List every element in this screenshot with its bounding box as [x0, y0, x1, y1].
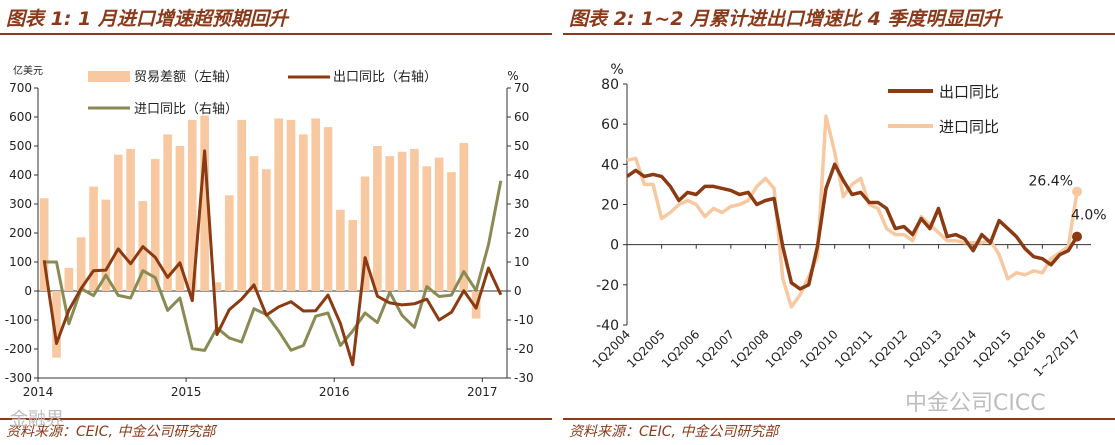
legend-label-trade-balance: 贸易差额（左轴） [134, 70, 238, 85]
trade-balance-bar [410, 148, 419, 291]
trade-balance-bar [311, 118, 321, 291]
trade-balance-bar [286, 119, 296, 292]
y-right-tick-label: 70 [514, 81, 529, 95]
y-right-tick-label: 20 [514, 226, 529, 240]
trade-balance-bar [336, 209, 345, 291]
trade-balance-bar [200, 115, 209, 291]
y-left-tick-label: -200 [5, 342, 32, 356]
annotation-import-latest: 26.4% [1029, 174, 1073, 190]
trade-balance-bar [52, 291, 61, 358]
chart-title: 图表 2: 1~2 月累计进出口增速比 4 季度明显回升 [569, 8, 1002, 30]
y-right-tick-label: -30 [514, 371, 534, 385]
trade-balance-bar [175, 146, 185, 291]
y-unit: % [610, 62, 623, 78]
y-left-tick-label: 300 [9, 197, 32, 211]
trade-balance-bar [39, 198, 49, 291]
legend-label-export: 出口同比（右轴） [333, 70, 437, 85]
y-tick-label: 80 [601, 77, 619, 93]
trade-balance-bar [249, 156, 259, 291]
export-yoy-line [42, 149, 503, 367]
y-left-tick-label: 400 [9, 168, 32, 182]
trade-balance-bar [89, 186, 98, 291]
watermark-left: 金融界 [10, 409, 64, 430]
trade-balance-bar [422, 166, 432, 291]
legend-swatch-trade-balance [88, 71, 130, 82]
watermark-right: 中金公司CICC [905, 391, 1046, 416]
trade-balance-bar [187, 119, 197, 292]
annotation-export-latest: 4.0% [1071, 208, 1107, 224]
y-left-tick-label: 200 [9, 226, 32, 240]
trade-balance-bar [348, 219, 358, 291]
legend-label-import: 进口同比（右轴） [134, 102, 238, 117]
y-tick-label: 60 [601, 117, 619, 133]
y-right-tick-label: 10 [514, 255, 529, 269]
trade-balance-bar [434, 157, 444, 291]
y-right-tick-label: 0 [514, 284, 522, 298]
y-right-tick-label: 60 [514, 110, 529, 124]
y-left-tick-label: 500 [9, 139, 32, 153]
trade-balance-bar [212, 282, 222, 291]
import-yoy-line [44, 180, 503, 352]
trade-balance-bar [323, 127, 333, 292]
trade-balance-bar [385, 156, 395, 291]
trade-balance-bar [237, 119, 246, 292]
x-tick-label: 2017 [467, 385, 498, 399]
trade-balance-bar [459, 143, 469, 291]
y-left-tick-label: 600 [9, 110, 32, 124]
y-left-tick-label: -100 [5, 313, 32, 327]
y-right-unit: % [507, 69, 518, 83]
y-tick-label: 0 [610, 238, 619, 254]
import-end-marker [1072, 186, 1082, 197]
source-note: 资料来源：CEIC, 中金公司研究部 [6, 424, 216, 440]
source-rule [563, 418, 1115, 420]
y-right-tick-label: 50 [514, 139, 529, 153]
x-tick-label: 2016 [319, 385, 350, 399]
trade-balance-bar [274, 118, 283, 291]
chart-title: 图表 1: 1 月进口增速超预期回升 [6, 8, 288, 30]
trade-balance-bar [262, 169, 271, 291]
x-tick-label: 2014 [23, 385, 54, 399]
y-right-tick-label: -10 [514, 313, 534, 327]
y-left-tick-label: -300 [5, 371, 32, 385]
export-end-marker [1072, 231, 1082, 242]
chart-panel-left: 图表 1: 1 月进口增速超预期回升 -300 -200 -100 0 100 200 30… [0, 0, 552, 445]
x-tick-label: 2015 [171, 385, 202, 399]
y-tick-label: -20 [596, 278, 619, 294]
legend-label-export: 出口同比 [939, 83, 999, 101]
trade-balance-bar [360, 176, 370, 291]
legend-label-import: 进口同比 [939, 118, 999, 136]
trade-balance-bar [101, 199, 111, 291]
import-yoy-line [626, 114, 1079, 309]
y-tick-label: 40 [601, 157, 619, 173]
chart-panel-right: 图表 2: 1~2 月累计进出口增速比 4 季度明显回升 -40 -20 0 20 40… [563, 0, 1115, 445]
y-left-tick-label: 100 [9, 255, 32, 269]
trade-balance-bar [224, 195, 234, 291]
trade-balance-bar [163, 134, 172, 291]
trade-balance-bar [397, 151, 407, 291]
source-note: 资料来源：CEIC, 中金公司研究部 [569, 424, 779, 440]
trade-balance-bar [150, 159, 160, 291]
trade-balance-bar [64, 267, 74, 291]
export-yoy-line [626, 162, 1079, 291]
trade-balance-bar [373, 146, 382, 291]
y-tick-label: -40 [596, 318, 619, 334]
source-rule [0, 418, 552, 420]
trade-balance-bar [113, 154, 123, 291]
trade-balance-bar [447, 172, 456, 291]
trade-balance-bar [299, 134, 308, 291]
chart-2-svg: -40-20020406080%1Q20041Q20051Q20061Q2007… [590, 62, 1107, 379]
y-left-tick-label: 700 [9, 81, 32, 95]
y-left-unit: 亿美元 [13, 64, 43, 77]
trade-balance-bar [126, 148, 135, 291]
trade-balance-bar [76, 237, 86, 291]
y-right-tick-label: 40 [514, 168, 529, 182]
title-rule [563, 33, 1115, 35]
y-left-tick-label: 0 [24, 284, 32, 298]
title-rule [0, 33, 552, 35]
chart-1-svg: -300-200-1000100200300400500600700-30-20… [5, 64, 534, 399]
y-tick-label: 20 [601, 198, 619, 214]
y-right-tick-label: -20 [514, 342, 534, 356]
y-right-tick-label: 30 [514, 197, 529, 211]
